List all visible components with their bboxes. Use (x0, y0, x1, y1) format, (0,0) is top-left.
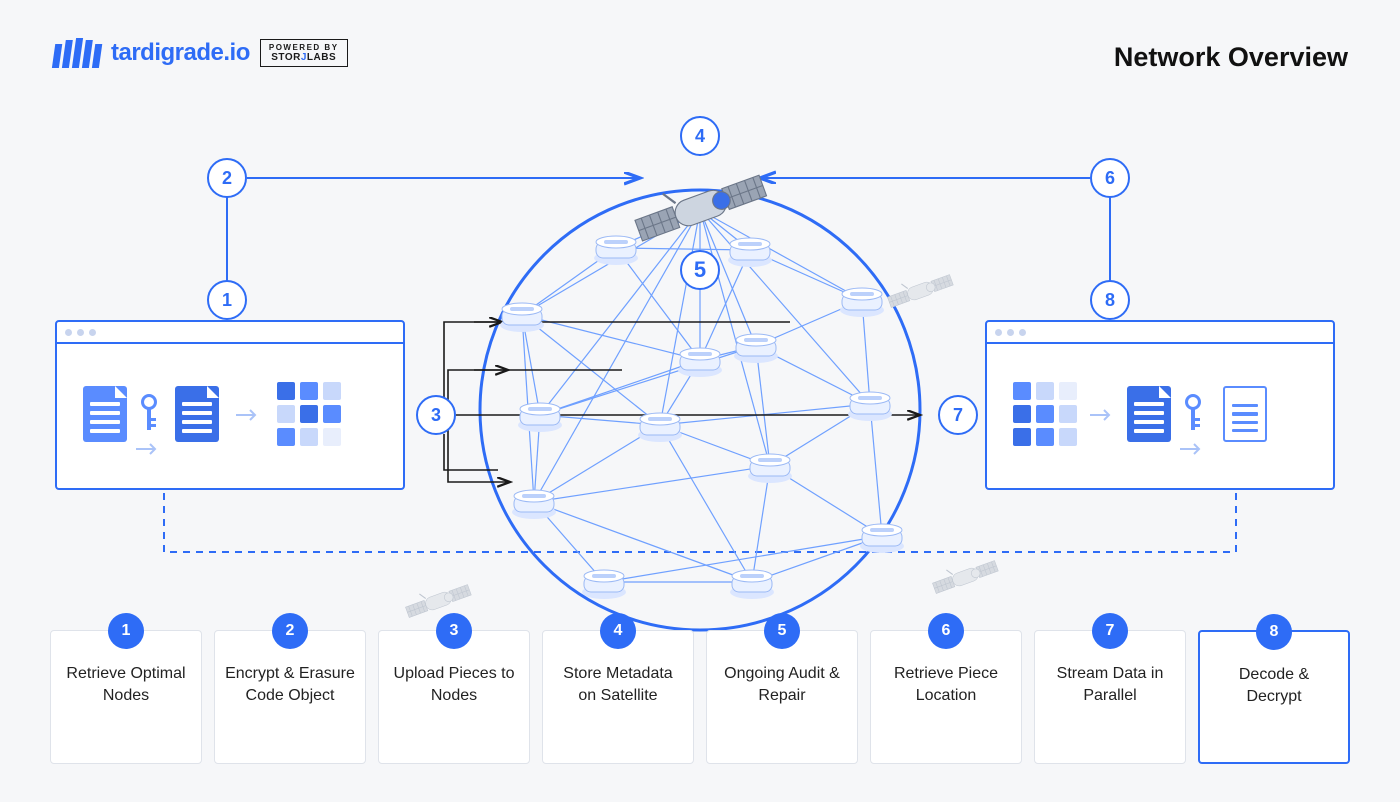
logo-icon (52, 38, 103, 68)
arrow-icon (1179, 442, 1205, 456)
step-label: Retrieve Piece Location (881, 663, 1011, 708)
pieces-grid-icon (1013, 382, 1077, 446)
arrow-icon (235, 408, 261, 422)
brand-name: tardigrade.io (111, 39, 250, 67)
step-marker-2: 2 (207, 158, 247, 198)
step-card-4: 4Store Metadata on Satellite (542, 630, 694, 764)
step-marker-6: 6 (1090, 158, 1130, 198)
step-marker-4: 4 (680, 116, 720, 156)
file-plain-icon (83, 386, 127, 442)
step-number: 4 (600, 613, 636, 649)
powered-top: POWERED BY (269, 43, 339, 52)
step-label: Upload Pieces to Nodes (389, 663, 519, 708)
step-label: Retrieve Optimal Nodes (61, 663, 191, 708)
page-title: Network Overview (1114, 42, 1348, 73)
step-number: 6 (928, 613, 964, 649)
client-window-left (55, 320, 405, 490)
window-titlebar (57, 322, 403, 344)
arrow-icon (1089, 408, 1115, 422)
header: tardigrade.io POWERED BY STORJLABS Netwo… (0, 38, 1400, 88)
arrow-icon (135, 442, 161, 456)
step-marker-7: 7 (938, 395, 978, 435)
step-marker-8: 8 (1090, 280, 1130, 320)
step-label: Ongoing Audit & Repair (717, 663, 847, 708)
step-label: Store Metadata on Satellite (553, 663, 683, 708)
step-number: 7 (1092, 613, 1128, 649)
logo-area: tardigrade.io POWERED BY STORJLABS (54, 38, 348, 68)
step-label: Decode & Decrypt (1210, 664, 1338, 709)
key-icon (139, 394, 159, 434)
step-number: 5 (764, 613, 800, 649)
step-marker-1: 1 (207, 280, 247, 320)
step-card-3: 3Upload Pieces to Nodes (378, 630, 530, 764)
step-card-1: 1Retrieve Optimal Nodes (50, 630, 202, 764)
file-encrypted-icon (1127, 386, 1171, 442)
client-window-right (985, 320, 1335, 490)
steps-row: 1Retrieve Optimal Nodes2Encrypt & Erasur… (50, 630, 1350, 764)
step-label: Encrypt & Erasure Code Object (225, 663, 355, 708)
step-card-2: 2Encrypt & Erasure Code Object (214, 630, 366, 764)
step-label: Stream Data in Parallel (1045, 663, 1175, 708)
step-number: 8 (1256, 614, 1292, 650)
step-card-8: 8Decode & Decrypt (1198, 630, 1350, 764)
pieces-grid-icon (277, 382, 341, 446)
file-decrypted-icon (1223, 386, 1267, 442)
step-number: 1 (108, 613, 144, 649)
step-card-5: 5Ongoing Audit & Repair (706, 630, 858, 764)
step-number: 2 (272, 613, 308, 649)
step-marker-5: 5 (680, 250, 720, 290)
powered-bottom: STORJLABS (269, 52, 339, 64)
step-number: 3 (436, 613, 472, 649)
window-titlebar (987, 322, 1333, 344)
powered-by-badge: POWERED BY STORJLABS (260, 39, 348, 68)
file-encrypted-icon (175, 386, 219, 442)
key-icon (1183, 394, 1203, 434)
step-card-7: 7Stream Data in Parallel (1034, 630, 1186, 764)
step-card-6: 6Retrieve Piece Location (870, 630, 1022, 764)
step-marker-3: 3 (416, 395, 456, 435)
